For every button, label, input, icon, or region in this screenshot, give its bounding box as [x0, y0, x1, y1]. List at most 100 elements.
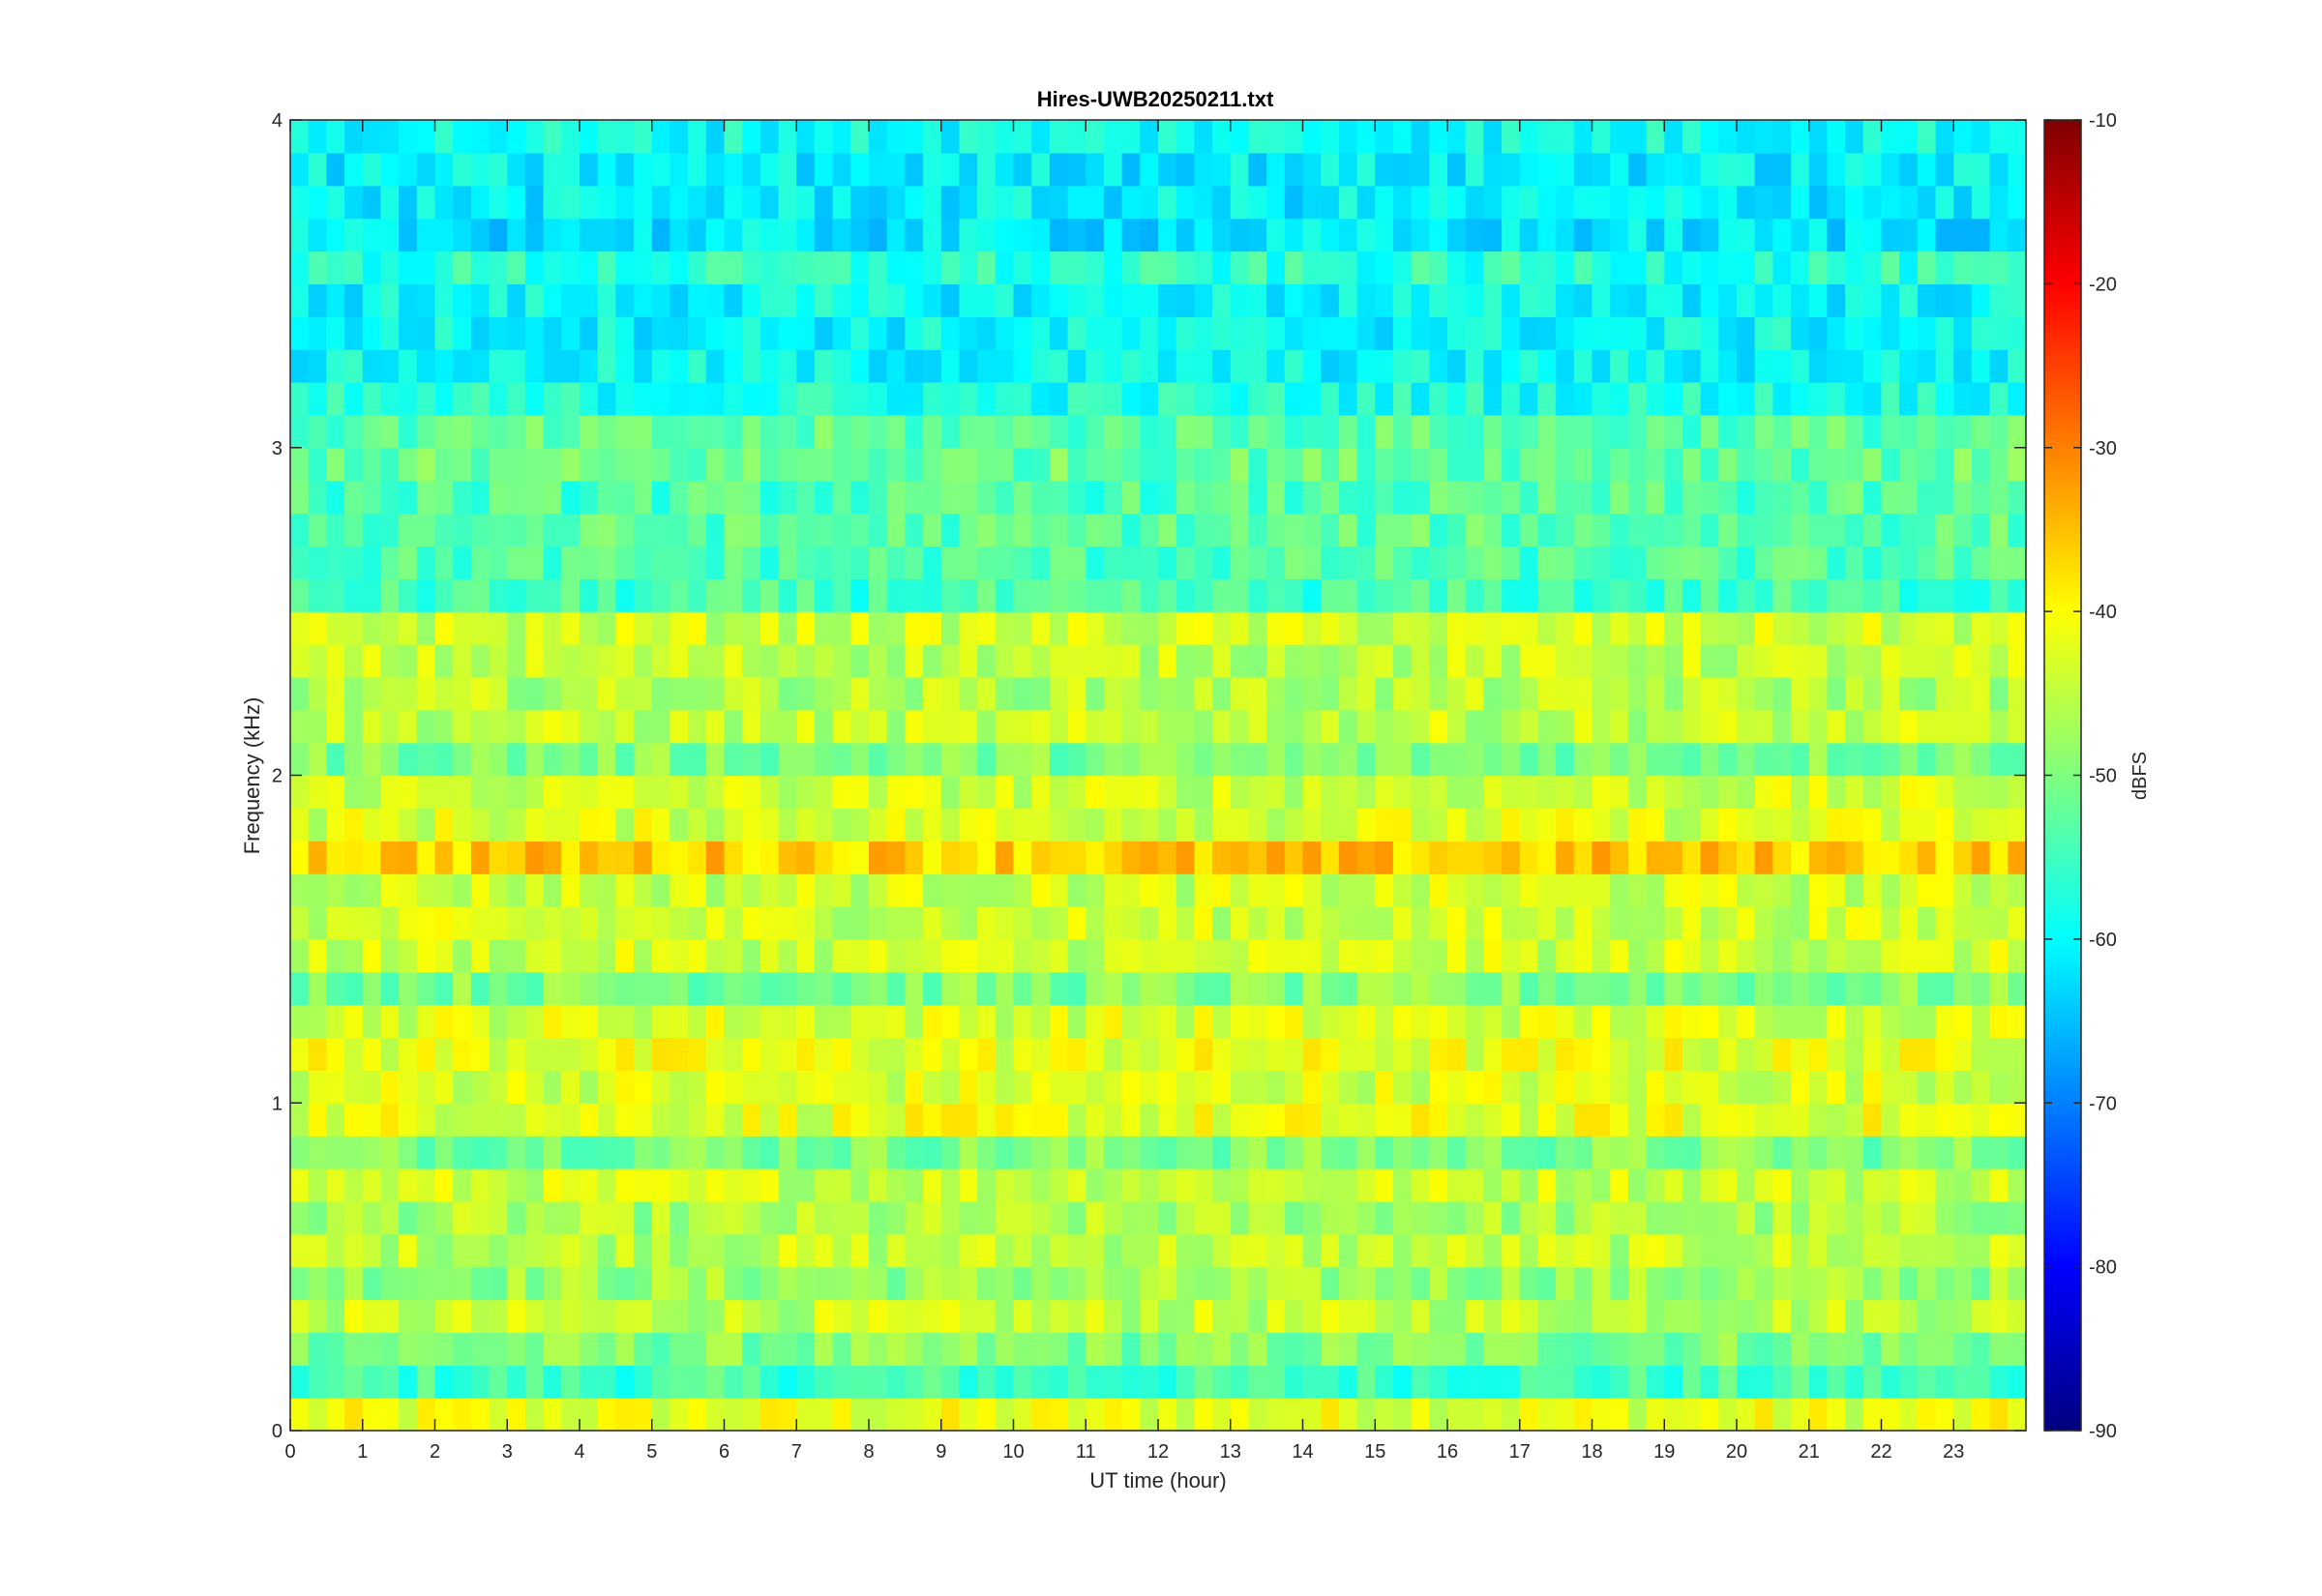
spectrogram-cell [1103, 546, 1123, 579]
spectrogram-cell [1519, 906, 1539, 940]
spectrogram-cell [1411, 938, 1430, 973]
spectrogram-cell [561, 1299, 580, 1333]
spectrogram-cell [905, 447, 924, 482]
spectrogram-cell [1917, 1070, 1937, 1104]
spectrogram-cell [778, 578, 797, 612]
spectrogram-cell [308, 218, 327, 252]
spectrogram-cell [524, 742, 545, 777]
spectrogram-cell [543, 906, 562, 940]
spectrogram-cell [615, 283, 635, 317]
spectrogram-cell [453, 841, 472, 874]
spectrogram-cell [1230, 938, 1250, 973]
spectrogram-cell [670, 971, 689, 1006]
spectrogram-cell [561, 938, 580, 973]
spectrogram-cell [1646, 709, 1665, 744]
spectrogram-cell [977, 546, 997, 579]
spectrogram-cell [434, 480, 454, 515]
spectrogram-cell [1610, 1299, 1629, 1333]
spectrogram-cell [778, 480, 797, 515]
spectrogram-cell [759, 185, 780, 220]
spectrogram-cell [597, 1233, 616, 1268]
spectrogram-cell [290, 775, 310, 809]
spectrogram-cell [1627, 676, 1648, 711]
spectrogram-cell [1917, 1136, 1937, 1169]
spectrogram-cell [470, 546, 491, 579]
spectrogram-cell [2008, 676, 2027, 711]
spectrogram-cell [759, 513, 780, 547]
spectrogram-cell [1881, 251, 1900, 284]
spectrogram-cell [362, 906, 382, 940]
spectrogram-cell [1338, 546, 1358, 579]
spectrogram-cell [1791, 283, 1810, 317]
x-tick-label: 7 [791, 1441, 802, 1463]
spectrogram-cell [1791, 873, 1810, 907]
spectrogram-cell [1086, 447, 1105, 482]
spectrogram-cell [1502, 414, 1521, 449]
spectrogram-cell [2008, 1266, 2027, 1301]
spectrogram-cell [1284, 906, 1304, 940]
spectrogram-cell [796, 676, 816, 711]
spectrogram-cell [1465, 1365, 1484, 1399]
spectrogram-cell [688, 382, 707, 416]
spectrogram-cell [1627, 775, 1648, 809]
spectrogram-cell [597, 775, 616, 809]
spectrogram-cell [344, 382, 364, 416]
spectrogram-cell [1845, 873, 1864, 907]
spectrogram-cell [1176, 1266, 1195, 1301]
spectrogram-cell [1718, 709, 1738, 744]
spectrogram-cell [1573, 742, 1593, 777]
spectrogram-cell [759, 1299, 780, 1333]
spectrogram-cell [940, 578, 961, 612]
spectrogram-cell [1592, 1266, 1611, 1301]
spectrogram-cell [615, 447, 635, 482]
spectrogram-cell [1556, 906, 1575, 940]
spectrogram-cell [1627, 480, 1648, 515]
colorbar-tick-label: -50 [2089, 766, 2117, 787]
spectrogram-cell [850, 1004, 870, 1039]
spectrogram-cell [1646, 1004, 1665, 1039]
spectrogram-cell [1791, 1398, 1810, 1432]
spectrogram-cell [1971, 349, 1991, 383]
spectrogram-cell [705, 218, 726, 252]
spectrogram-cell [1845, 1365, 1864, 1399]
spectrogram-cell [453, 480, 472, 515]
spectrogram-cell [1086, 480, 1105, 515]
spectrogram-cell [1375, 841, 1394, 874]
spectrogram-cell [1827, 251, 1846, 284]
spectrogram-cell [1953, 349, 1973, 383]
spectrogram-cell [959, 349, 978, 383]
spectrogram-cell [344, 480, 364, 515]
spectrogram-cell [1031, 611, 1051, 645]
spectrogram-cell [1392, 414, 1413, 449]
spectrogram-cell [1917, 611, 1937, 645]
spectrogram-cell [814, 1332, 834, 1366]
spectrogram-cell [1592, 611, 1611, 645]
spectrogram-cell [850, 513, 870, 547]
spectrogram-cell [1791, 382, 1810, 416]
spectrogram-cell [923, 578, 942, 612]
spectrogram-cell [1845, 906, 1864, 940]
spectrogram-cell [742, 742, 761, 777]
spectrogram-cell [705, 644, 726, 678]
spectrogram-cell [1537, 185, 1557, 220]
spectrogram-cell [597, 185, 616, 220]
spectrogram-cell [670, 841, 689, 874]
spectrogram-cell [1791, 480, 1810, 515]
spectrogram-cell [1321, 480, 1340, 515]
spectrogram-cell [470, 1266, 491, 1301]
spectrogram-cell [1827, 709, 1846, 744]
spectrogram-cell [1682, 742, 1702, 777]
spectrogram-cell [1356, 1070, 1376, 1104]
spectrogram-cell [1411, 185, 1430, 220]
spectrogram-cell [959, 906, 978, 940]
spectrogram-cell [1049, 480, 1069, 515]
spectrogram-cell [489, 971, 508, 1006]
spectrogram-cell [814, 1103, 834, 1137]
spectrogram-cell [1971, 611, 1991, 645]
spectrogram-cell [1700, 185, 1719, 220]
spectrogram-cell [1176, 349, 1195, 383]
spectrogram-cell [1754, 742, 1773, 777]
spectrogram-cell [1664, 873, 1683, 907]
spectrogram-cell [796, 709, 816, 744]
spectrogram-cell [850, 906, 870, 940]
